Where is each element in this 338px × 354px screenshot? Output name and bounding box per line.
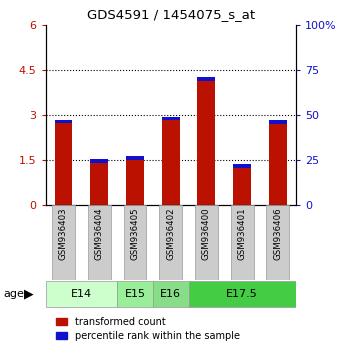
- Bar: [46, 281, 117, 307]
- Text: GSM936401: GSM936401: [238, 207, 247, 260]
- Bar: [123, 205, 146, 280]
- Text: GSM936400: GSM936400: [202, 207, 211, 260]
- Bar: [153, 281, 189, 307]
- Bar: [197, 78, 215, 205]
- Bar: [269, 120, 287, 205]
- Bar: [189, 281, 296, 307]
- Text: GSM936406: GSM936406: [273, 207, 282, 260]
- Bar: [162, 116, 179, 205]
- Bar: [233, 164, 251, 205]
- Text: age: age: [3, 289, 24, 299]
- Text: E15: E15: [124, 289, 145, 299]
- Bar: [54, 120, 72, 124]
- Bar: [52, 205, 75, 280]
- Text: E17.5: E17.5: [226, 289, 258, 299]
- Text: GSM936404: GSM936404: [95, 207, 104, 260]
- Bar: [162, 116, 179, 120]
- Bar: [54, 120, 72, 205]
- Text: GSM936402: GSM936402: [166, 207, 175, 260]
- Title: GDS4591 / 1454075_s_at: GDS4591 / 1454075_s_at: [87, 8, 255, 21]
- Text: E16: E16: [160, 289, 181, 299]
- Text: GSM936403: GSM936403: [59, 207, 68, 260]
- Bar: [159, 205, 182, 280]
- Bar: [126, 156, 144, 160]
- Bar: [195, 205, 218, 280]
- Legend: transformed count, percentile rank within the sample: transformed count, percentile rank withi…: [52, 313, 244, 344]
- Bar: [233, 164, 251, 168]
- Text: E14: E14: [71, 289, 92, 299]
- Bar: [90, 159, 108, 205]
- Bar: [197, 78, 215, 81]
- Text: ▶: ▶: [24, 287, 33, 300]
- Bar: [266, 205, 289, 280]
- Bar: [117, 281, 153, 307]
- Bar: [88, 205, 111, 280]
- Bar: [126, 156, 144, 205]
- Bar: [269, 120, 287, 124]
- Bar: [231, 205, 254, 280]
- Text: GSM936405: GSM936405: [130, 207, 140, 260]
- Bar: [90, 159, 108, 162]
